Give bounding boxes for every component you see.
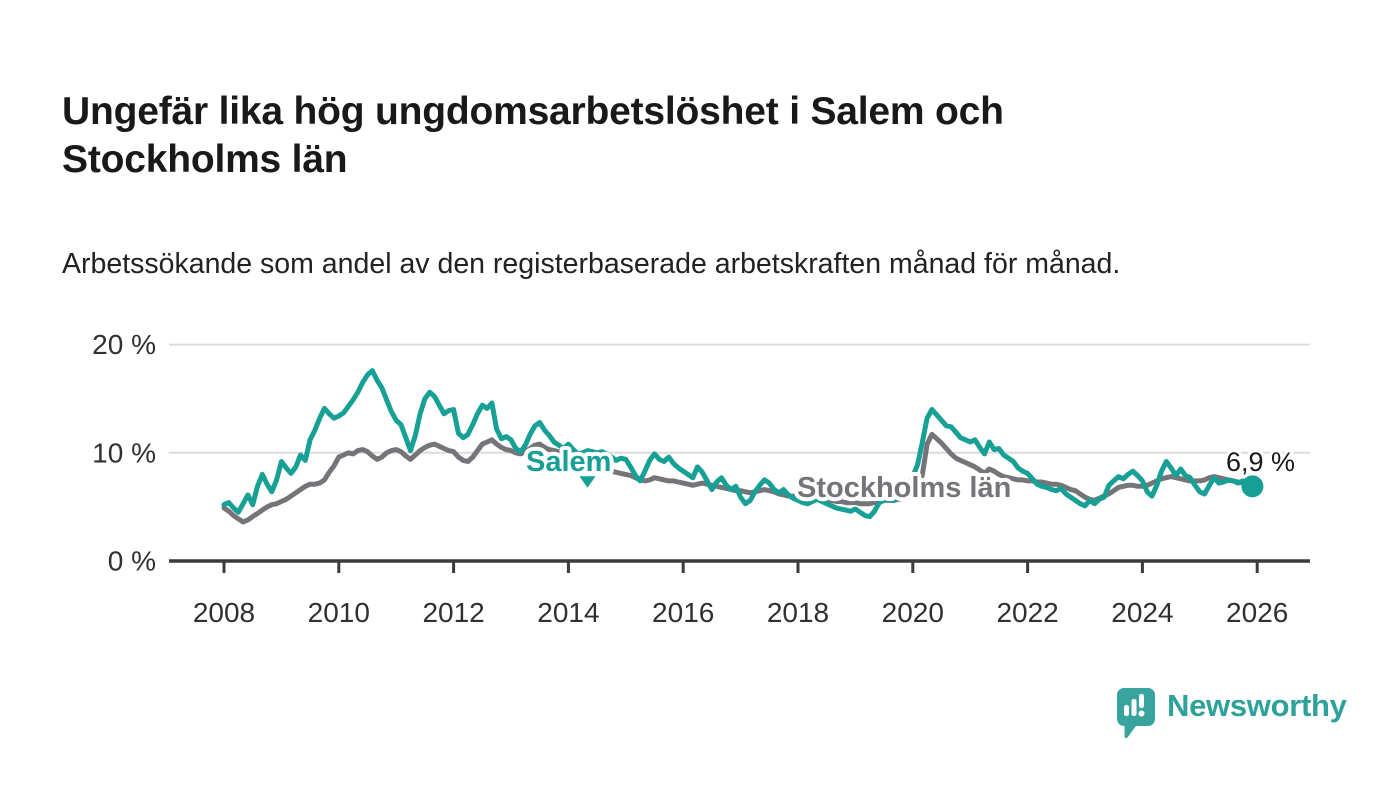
stockholm-line [221, 431, 1255, 525]
page-title: Ungefär lika hög ungdomsarbetslöshet i S… [62, 90, 1004, 182]
y-axis-tick-label: 10 % [92, 437, 156, 468]
end-value-label: 6,9 % [1226, 447, 1295, 477]
bar-chart-speech-bubble-icon [1117, 688, 1155, 739]
y-axis-tick-label: 20 % [92, 329, 156, 360]
x-axis-tick-label: 2022 [996, 597, 1058, 628]
salem-endpoint-dot [1241, 475, 1264, 498]
x-axis-tick-label: 2026 [1226, 597, 1288, 628]
newsworthy-logo[interactable]: Newsworthy [1115, 686, 1365, 746]
x-axis-tick-label: 2014 [537, 597, 599, 628]
stockholm-series-label: Stockholms län [797, 472, 1011, 504]
newsworthy-logo-text: Newsworthy [1167, 688, 1347, 723]
x-axis-tick-label: 2010 [308, 597, 370, 628]
x-axis-tick-label: 2024 [1111, 597, 1173, 628]
x-axis-tick-label: 2012 [422, 597, 484, 628]
x-axis-tick-label: 2018 [767, 597, 829, 628]
y-axis-tick-label: 0 % [108, 546, 156, 577]
salem-line [221, 368, 1255, 520]
chart-subtitle: Arbetssökande som andel av den registerb… [62, 247, 1121, 280]
x-axis-tick-label: 2020 [882, 597, 944, 628]
salem-series-label: Salem [526, 446, 611, 478]
x-axis-tick-label: 2008 [193, 597, 255, 628]
salem-label-arrow-icon [574, 473, 601, 493]
x-axis-tick-label: 2016 [652, 597, 714, 628]
